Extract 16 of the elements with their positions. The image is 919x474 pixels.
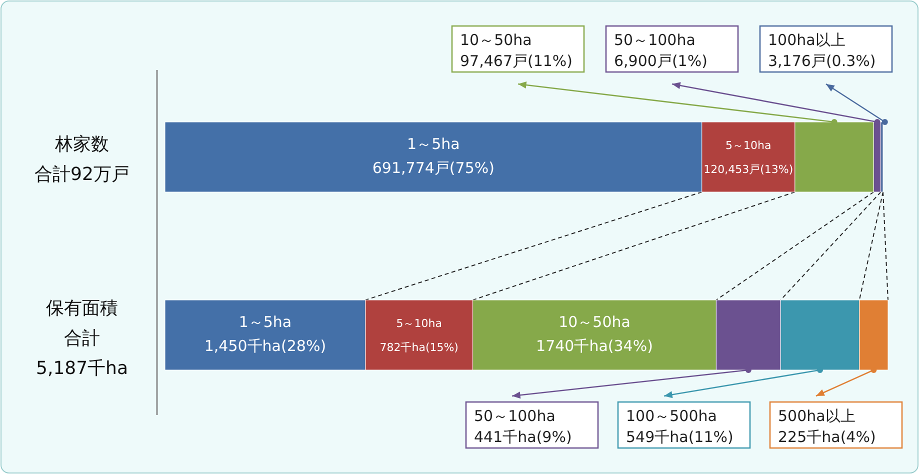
text: 5,187千ha [36,358,128,379]
data-label: 1～5ha 691,774戸(75%) [372,135,494,177]
text: 合計92万戸 [34,164,130,185]
y-tick-label: 林家数 [54,134,109,155]
data-label: 5～10ha 782千ha(15%) [380,317,458,354]
data-label: 100ha以上 3,176戸(0.3%) [768,31,876,70]
data-label: 100～500ha 549千ha(11%) [626,407,734,446]
data-label: 10～50ha 1740千ha(34%) [536,313,653,355]
data-label: 50～100ha 441千ha(9%) [474,407,572,446]
data-label: 50～100ha 6,900戸(1%) [614,31,708,70]
y-tick-label: 保有面積 [46,298,118,319]
data-label: 5～10ha 120,453戸(13%) [704,139,794,176]
data-label: 10～50ha 97,467戸(11%) [460,31,573,70]
data-label: 500ha以上 225千ha(4%) [778,407,876,446]
text: 合計 [64,328,100,349]
data-label: 1～5ha 1,450千ha(28%) [204,313,326,355]
